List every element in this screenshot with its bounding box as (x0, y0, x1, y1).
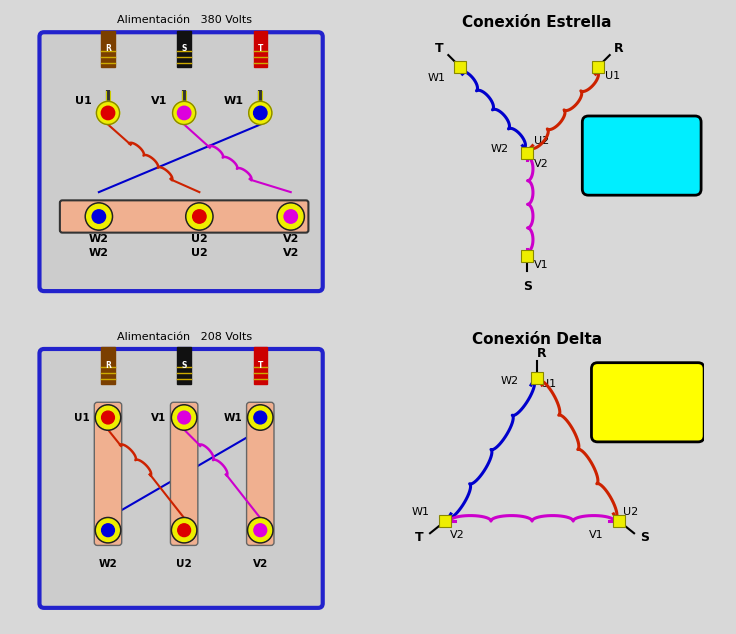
FancyBboxPatch shape (247, 403, 274, 545)
Circle shape (247, 517, 273, 543)
Text: Conexión Delta: Conexión Delta (472, 332, 602, 347)
Text: Alimentación   208 Volts: Alimentación 208 Volts (116, 332, 252, 342)
Circle shape (185, 203, 213, 230)
Circle shape (193, 210, 206, 223)
Circle shape (102, 524, 114, 536)
Text: U2: U2 (623, 507, 639, 517)
Text: V2: V2 (534, 158, 548, 169)
Text: Alimentación   380 Volts: Alimentación 380 Volts (116, 15, 252, 25)
Bar (102, 30, 115, 67)
Circle shape (87, 204, 111, 229)
Bar (177, 30, 191, 67)
Bar (177, 347, 191, 384)
Text: U2: U2 (176, 559, 192, 569)
Circle shape (247, 404, 273, 430)
Text: U1: U1 (74, 96, 91, 106)
Text: T: T (415, 531, 424, 545)
Text: V2: V2 (450, 530, 464, 540)
Circle shape (96, 406, 119, 429)
Circle shape (171, 404, 197, 430)
Bar (254, 347, 267, 384)
Circle shape (96, 519, 119, 541)
FancyBboxPatch shape (40, 32, 322, 291)
Text: S: S (640, 531, 649, 545)
Circle shape (177, 107, 191, 120)
Text: W2: W2 (491, 145, 509, 155)
Text: W1: W1 (412, 507, 430, 517)
Text: W1: W1 (223, 413, 242, 422)
Bar (254, 30, 267, 67)
Circle shape (92, 210, 105, 223)
FancyBboxPatch shape (171, 403, 198, 545)
Circle shape (249, 406, 272, 429)
Text: T: T (258, 361, 263, 370)
FancyBboxPatch shape (94, 403, 121, 545)
Text: V2: V2 (252, 559, 268, 569)
Text: U2: U2 (191, 235, 208, 244)
Text: Bajo
Voltaje: Bajo Voltaje (615, 383, 680, 422)
Text: R: R (105, 44, 111, 53)
Circle shape (249, 101, 272, 124)
Circle shape (173, 519, 196, 541)
FancyBboxPatch shape (592, 363, 704, 442)
Circle shape (96, 101, 119, 124)
Text: U2: U2 (191, 248, 208, 258)
Text: R: R (105, 361, 111, 370)
Text: V2: V2 (283, 235, 299, 244)
Text: U2: U2 (534, 136, 549, 146)
Text: W2: W2 (89, 235, 109, 244)
Circle shape (102, 107, 115, 120)
Circle shape (102, 411, 114, 424)
Text: V1: V1 (589, 530, 604, 540)
Text: V1: V1 (151, 413, 166, 422)
Text: S: S (182, 44, 187, 53)
Text: R: R (614, 42, 623, 56)
Text: W1: W1 (224, 96, 244, 106)
Circle shape (254, 411, 266, 424)
Text: U1: U1 (605, 72, 620, 81)
Circle shape (254, 107, 267, 120)
Text: U1: U1 (541, 379, 556, 389)
FancyBboxPatch shape (40, 349, 322, 608)
Text: V1: V1 (151, 96, 167, 106)
Text: W2: W2 (99, 559, 117, 569)
Circle shape (95, 404, 121, 430)
Circle shape (85, 203, 113, 230)
Circle shape (95, 517, 121, 543)
Circle shape (249, 519, 272, 541)
Circle shape (171, 517, 197, 543)
Text: R: R (537, 347, 546, 360)
Text: U1: U1 (74, 413, 90, 422)
Circle shape (173, 406, 196, 429)
Text: W2: W2 (500, 376, 518, 386)
Text: V2: V2 (283, 248, 299, 258)
FancyBboxPatch shape (582, 116, 701, 195)
Circle shape (278, 204, 303, 229)
Text: W2: W2 (89, 248, 109, 258)
Text: T: T (435, 42, 444, 56)
Text: S: S (523, 280, 532, 293)
Circle shape (187, 204, 211, 229)
Text: Alto
Voltaje: Alto Voltaje (609, 136, 674, 175)
Text: Conexión Estrella: Conexión Estrella (462, 15, 612, 30)
Text: S: S (182, 361, 187, 370)
Circle shape (284, 210, 297, 223)
Circle shape (178, 411, 191, 424)
FancyBboxPatch shape (60, 200, 308, 233)
Circle shape (178, 524, 191, 536)
Circle shape (172, 101, 196, 124)
Circle shape (254, 524, 266, 536)
Bar (102, 347, 115, 384)
Text: T: T (258, 44, 263, 53)
Circle shape (277, 203, 305, 230)
Text: W1: W1 (428, 73, 445, 83)
Text: V1: V1 (534, 260, 548, 270)
